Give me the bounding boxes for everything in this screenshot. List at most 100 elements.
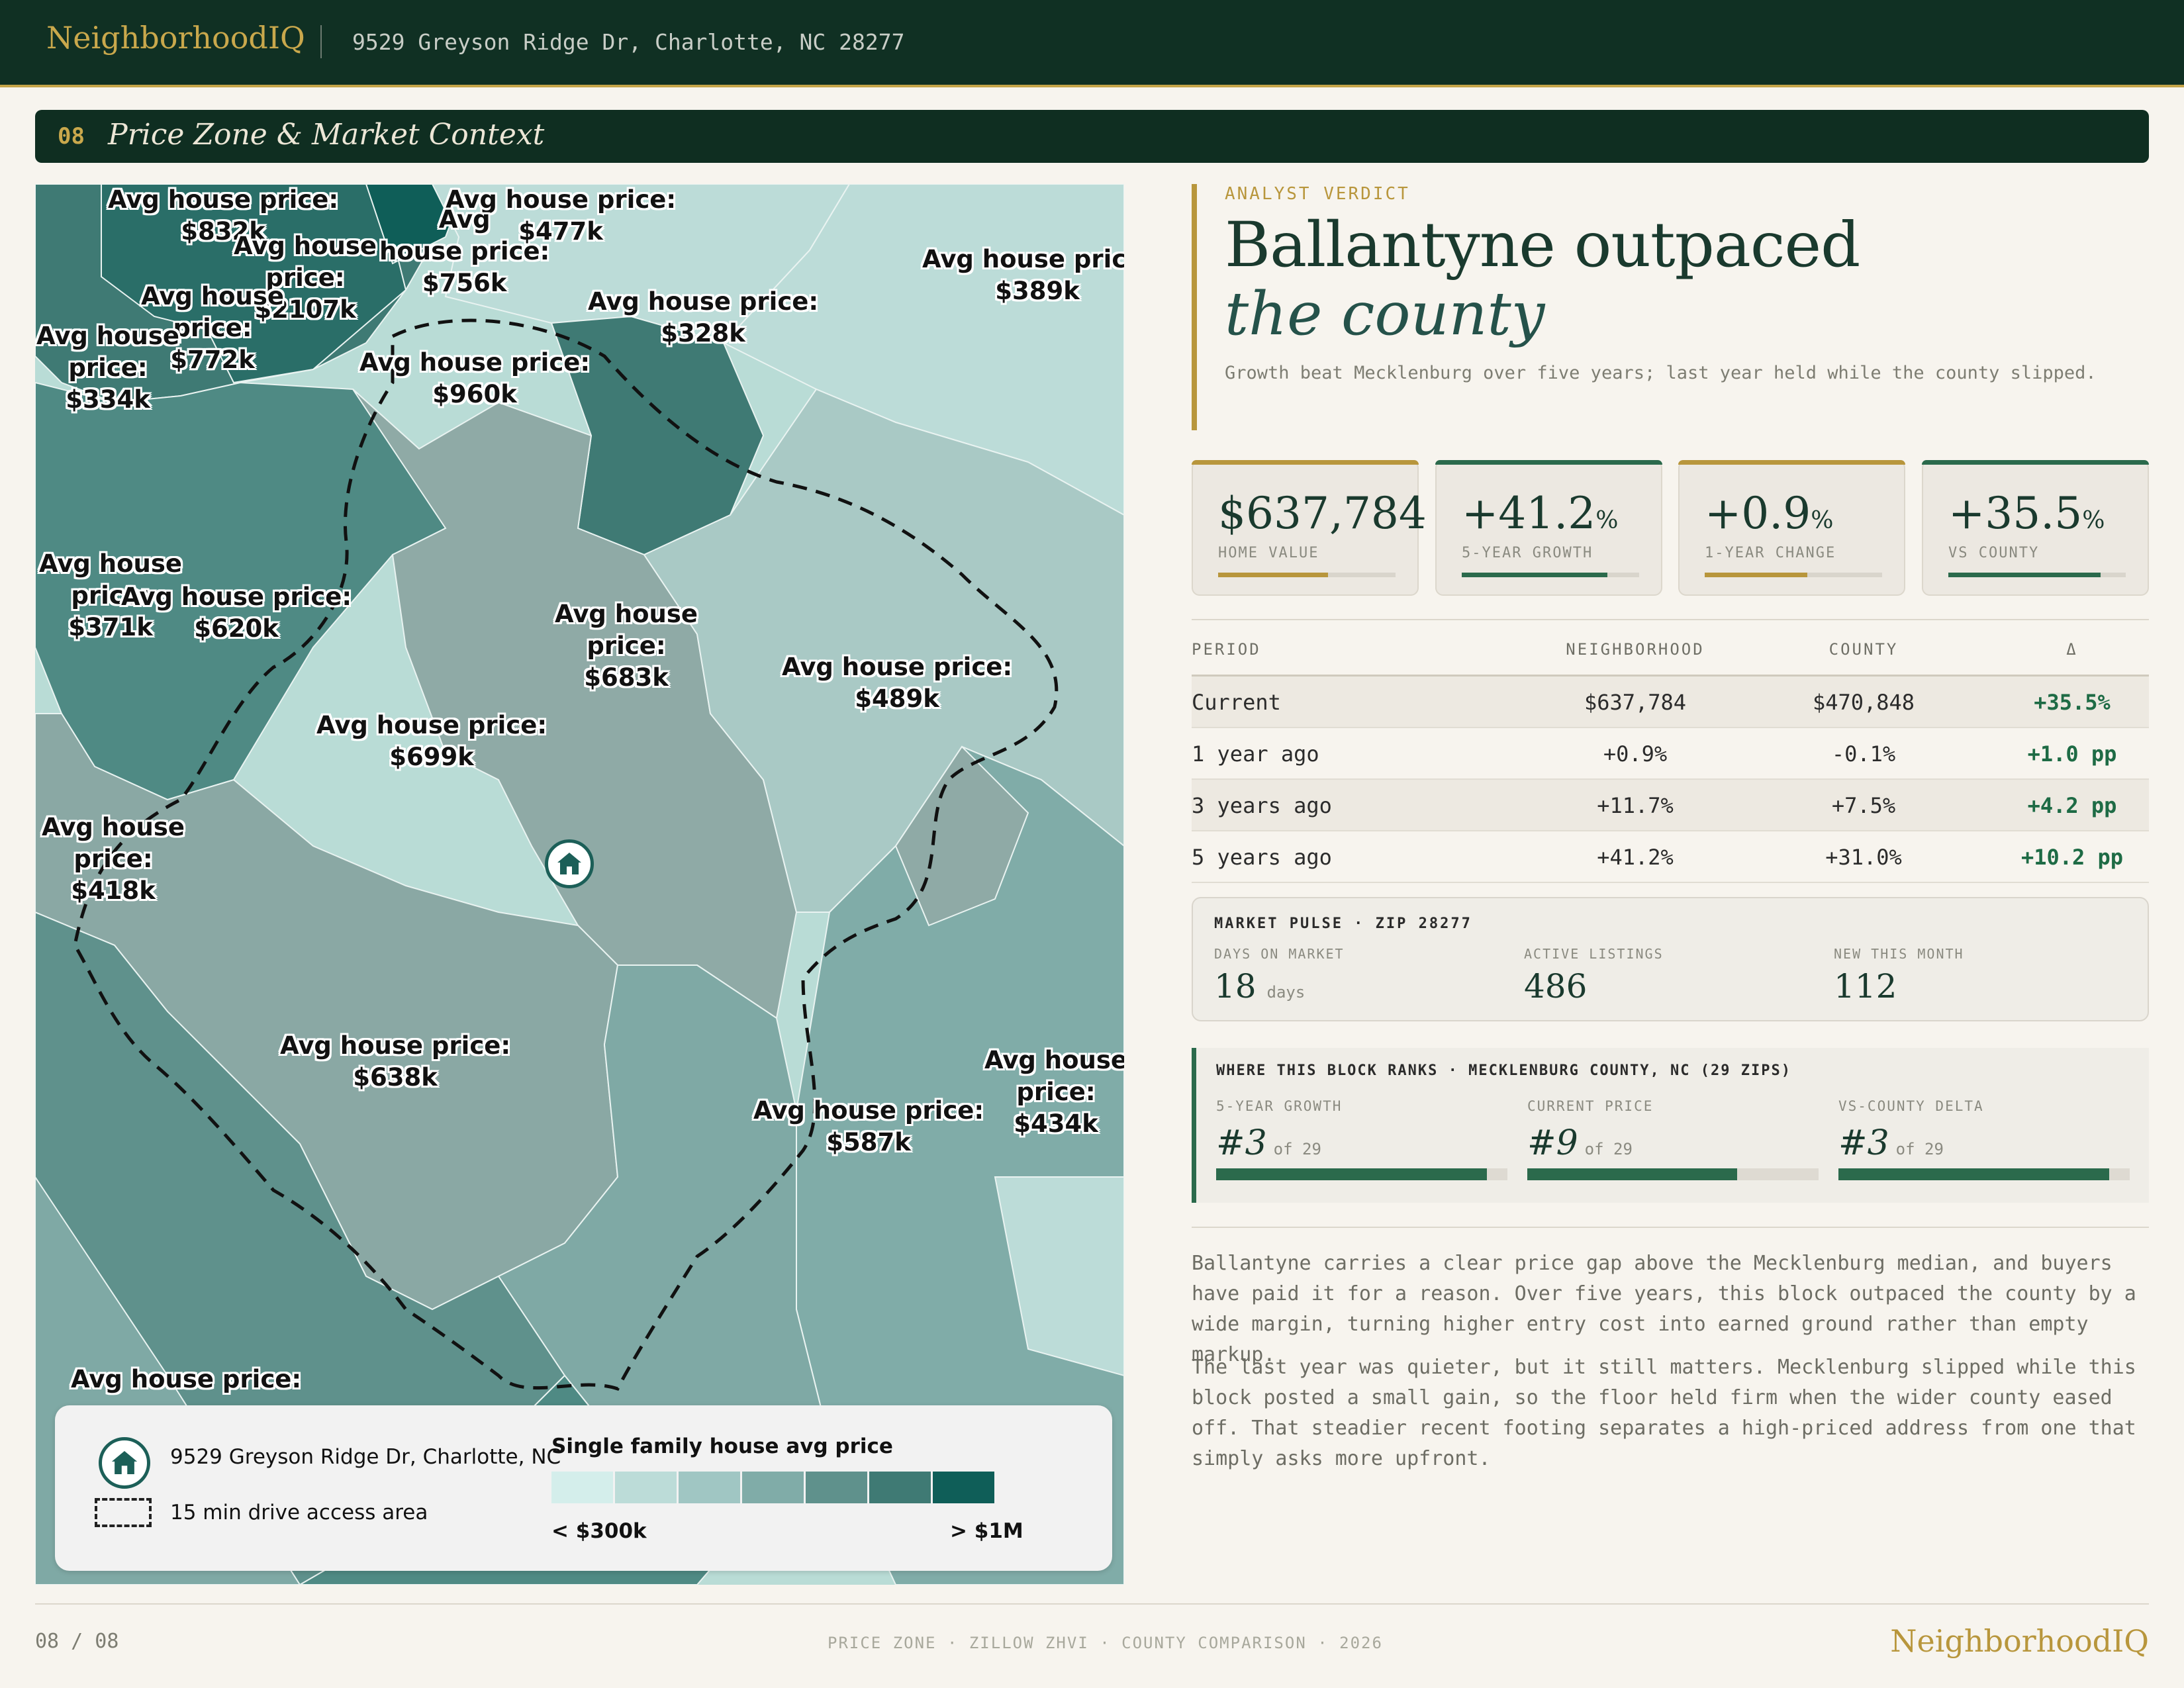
table-row: 5 years ago +41.2% +31.0% +10.2 pp: [1192, 831, 2149, 883]
body-paragraph: The last year was quieter, but it still …: [1192, 1356, 2136, 1470]
verdict-kicker: ANALYST VERDICT: [1225, 184, 1410, 204]
pulse-value: 486: [1524, 967, 1588, 1006]
divider: [1192, 1227, 2149, 1228]
table-row: 3 years ago +11.7% +7.5% +4.2 pp: [1192, 780, 2149, 831]
footer-meta: PRICE ZONE · ZILLOW ZHVI · COUNTY COMPAR…: [828, 1634, 1383, 1652]
map-price-label: Avg house price:$389k: [922, 245, 1124, 305]
cell-period: 3 years ago: [1192, 793, 1332, 818]
pulse-label: ACTIVE LISTINGS: [1524, 946, 1664, 962]
cell-neighborhood: +41.2%: [1597, 845, 1674, 870]
kpi-card-1yr-change: +0.9% 1-YEAR CHANGE: [1678, 460, 1905, 596]
map-price-label: Avg house price:: [71, 1365, 302, 1393]
cell-county: +7.5%: [1831, 793, 1896, 818]
cell-period: 5 years ago: [1192, 845, 1332, 870]
page-number: 08 / 08: [35, 1630, 119, 1653]
map-region: [994, 1176, 1124, 1377]
kpi-accent: [1678, 460, 1905, 465]
home-icon: [557, 853, 581, 874]
pulse-new-this-month: NEW THIS MONTH 112: [1834, 946, 1964, 1006]
legend-swatch: [615, 1472, 677, 1503]
cell-neighborhood: +0.9%: [1603, 741, 1668, 767]
brand-logo: NeighborhoodIQ: [46, 20, 305, 56]
kpi-cards: $637,784 HOME VALUE +41.2% 5-YEAR GROWTH…: [1192, 460, 2149, 596]
map-price-label: Avg house price: $371k: [39, 549, 183, 641]
map-price-label: Avg house price: $960k: [359, 348, 591, 408]
kpi-accent: [1922, 460, 2149, 465]
rank-value: #9 of 29: [1527, 1123, 1633, 1163]
county-ranks-card: WHERE THIS BLOCK RANKS · MECKLENBURG COU…: [1192, 1048, 2149, 1203]
cell-county: +31.0%: [1825, 845, 1902, 870]
legend-scale-title: Single family house avg price: [551, 1434, 893, 1458]
rank-value: #3 of 29: [1838, 1123, 1944, 1163]
map-price-label: Avg house price: $772k: [141, 282, 285, 374]
column-header: NEIGHBORHOOD: [1566, 640, 1705, 659]
rank-bar: [1216, 1168, 1507, 1180]
kpi-value: +41.2%: [1462, 488, 1619, 539]
kpi-card-home-value: $637,784 HOME VALUE: [1192, 460, 1427, 596]
map-price-label: Avg house price: $477k: [446, 185, 677, 246]
rank-label: 5-YEAR GROWTH: [1216, 1098, 1343, 1114]
cell-neighborhood: +11.7%: [1597, 793, 1674, 818]
analyst-verdict: ANALYST VERDICT Ballantyne outpaced the …: [1192, 184, 2154, 430]
table-header: PERIOD NEIGHBORHOOD COUNTY Δ: [1192, 619, 2149, 677]
legend-drive-area: 15 min drive access area: [170, 1501, 428, 1524]
cell-county: -0.1%: [1831, 741, 1896, 767]
home-location-pin[interactable]: [545, 839, 594, 888]
pulse-days-on-market: DAYS ON MARKET 18 days: [1214, 946, 1345, 1006]
legend-color-scale: [551, 1472, 994, 1503]
kpi-label: HOME VALUE: [1218, 545, 1319, 561]
kpi-value: +0.9%: [1705, 488, 1834, 539]
pulse-active-listings: ACTIVE LISTINGS 486: [1524, 946, 1664, 1006]
map-price-label: Avg house price: $638k: [280, 1031, 511, 1092]
rank-bar: [1838, 1168, 2130, 1180]
header-address: 9529 Greyson Ridge Dr, Charlotte, NC 282…: [352, 29, 905, 55]
map-price-label: Avg house price: $489k: [782, 653, 1013, 713]
legend-home-marker: [99, 1437, 150, 1489]
rank-bar: [1527, 1168, 1819, 1180]
kpi-accent: [1192, 460, 1419, 465]
map-price-label: Avg house price: $620k: [121, 583, 352, 643]
map-price-label: Avg house price: $832k: [108, 185, 339, 246]
legend-swatch: [679, 1472, 740, 1503]
table-row: 1 year ago +0.9% -0.1% +1.0 pp: [1192, 728, 2149, 780]
footer-brand: NeighborhoodIQ: [1890, 1623, 2149, 1659]
drive-area-boundary: [73, 318, 1059, 1391]
kpi-label: 5-YEAR GROWTH: [1462, 545, 1593, 561]
map-region: [365, 184, 467, 265]
rank-value: #3 of 29: [1216, 1123, 1321, 1163]
cell-county: $470,848: [1812, 690, 1915, 715]
kpi-bar: [1218, 573, 1396, 577]
kpi-value: $637,784: [1218, 488, 1427, 539]
legend-swatch: [742, 1472, 804, 1503]
comparison-table: PERIOD NEIGHBORHOOD COUNTY Δ Current $63…: [1192, 619, 2149, 883]
kpi-bar: [1948, 573, 2126, 577]
column-header: Δ: [2066, 640, 2078, 659]
price-zone-map[interactable]: Avg house price: $832k Avg house price: $4…: [35, 184, 1124, 1585]
legend-swatch: [806, 1472, 867, 1503]
rank-vs-county-delta: VS-COUNTY DELTA #3 of 29: [1838, 1098, 2130, 1180]
footer-divider: [35, 1603, 2149, 1605]
kpi-label: VS COUNTY: [1948, 545, 2040, 561]
pulse-label: DAYS ON MARKET: [1214, 946, 1345, 962]
dashed-boundary-icon: [95, 1498, 152, 1527]
kpi-bar: [1462, 573, 1639, 577]
verdict-headline: Ballantyne outpaced: [1225, 209, 1860, 281]
top-bar: NeighborhoodIQ 9529 Greyson Ridge Dr, Ch…: [0, 0, 2184, 87]
rank-label: CURRENT PRICE: [1527, 1098, 1654, 1114]
cell-delta: +10.2 pp: [2020, 845, 2124, 870]
kpi-card-vs-county: +35.5% VS COUNTY: [1922, 460, 2149, 596]
column-header: PERIOD: [1192, 640, 1261, 659]
home-icon: [111, 1450, 138, 1474]
body-paragraph: Ballantyne carries a clear price gap abo…: [1192, 1252, 2136, 1366]
cell-period: 1 year ago: [1192, 741, 1319, 767]
pulse-title: MARKET PULSE · ZIP 28277: [1214, 915, 1472, 932]
cell-delta: +4.2 pp: [2027, 793, 2117, 818]
section-header: 08 Price Zone & Market Context: [35, 110, 2149, 163]
column-header: COUNTY: [1828, 640, 1899, 659]
verdict-subhead: Growth beat Mecklenburg over five years;…: [1225, 363, 2097, 383]
map-region: [894, 745, 1029, 927]
pulse-value: 18 days: [1214, 967, 1306, 1006]
kpi-accent: [1435, 460, 1662, 465]
legend-high-label: > $1M: [950, 1519, 1023, 1543]
kpi-value: +35.5%: [1948, 488, 2105, 539]
